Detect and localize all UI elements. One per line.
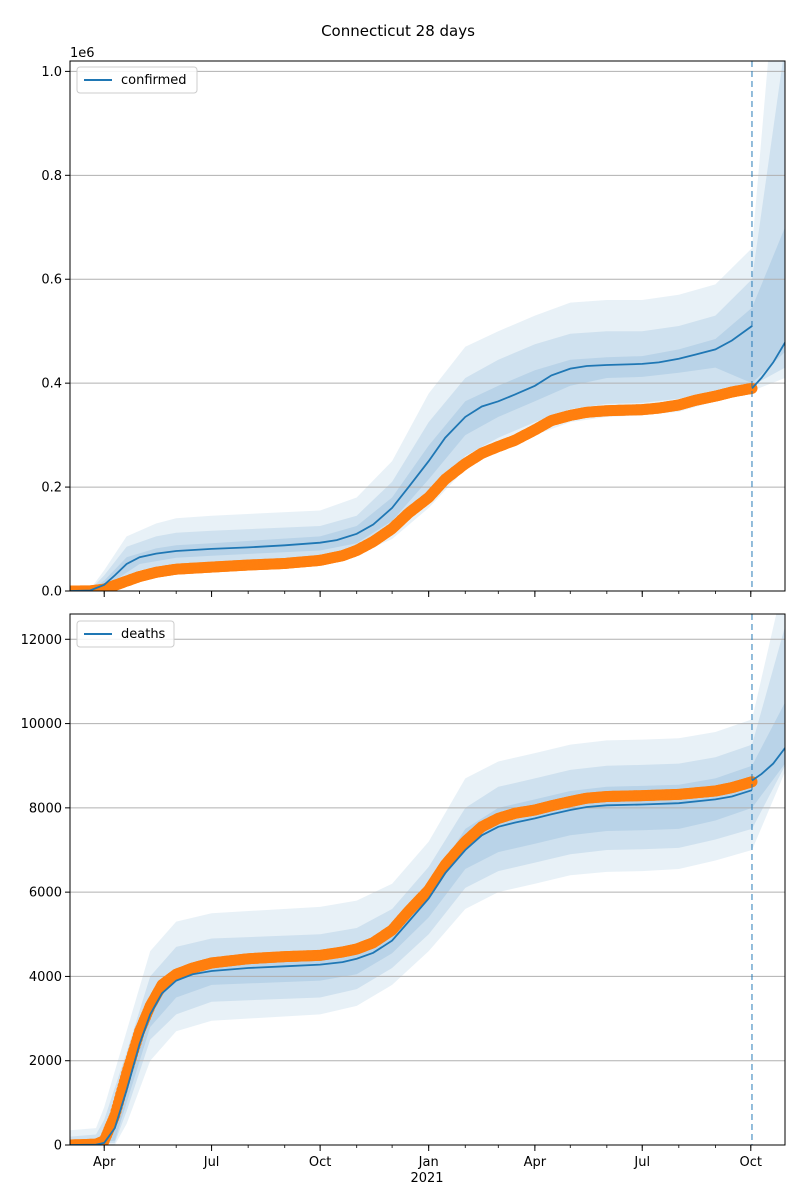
- confirmed-forecast-line: [751, 342, 785, 390]
- x-tick-label: Jul: [203, 1155, 220, 1170]
- x-tick-label: Oct: [740, 1155, 762, 1170]
- confirmed-y-offset-label: 1e6: [70, 46, 95, 61]
- deaths-y-tick-label: 4000: [29, 970, 62, 985]
- deaths-y-tick-label: 12000: [21, 633, 62, 648]
- confirmed-y-tick-label: 0.4: [41, 377, 62, 392]
- deaths-y-tick-label: 8000: [29, 801, 62, 816]
- deaths-forecast-line: [751, 747, 785, 782]
- deaths-axes: 0 2000 4000 6000 8000 10000 12000 Apr Jul Oct Jan A…: [21, 613, 786, 1170]
- confirmed-band-2: [70, 61, 785, 591]
- deaths-y-tick-label: 0: [54, 1139, 62, 1154]
- confirmed-panel: 0.0 0.2 0.4 0.6 0.8 1.0 1e6 confirmed: [41, 46, 786, 600]
- deaths-panel: 0 2000 4000 6000 8000 10000 12000 Apr Jul Oct Jan A…: [21, 613, 786, 1170]
- confirmed-fit-lines: [70, 325, 785, 591]
- chart-title: Connecticut 28 days: [321, 22, 475, 40]
- deaths-y-tick-label: 6000: [29, 886, 62, 901]
- x-tick-label: Apr: [93, 1155, 116, 1170]
- deaths-fit-lines: [70, 747, 785, 1145]
- confirmed-y-tick-label: 0.8: [41, 169, 62, 184]
- confirmed-fit-line: [70, 325, 753, 591]
- deaths-legend: deaths: [76, 620, 175, 648]
- confirmed-axes-frame: [69, 60, 786, 592]
- deaths-band-1: [70, 614, 785, 1145]
- deaths-band-3: [70, 702, 785, 1145]
- deaths-y-tick-label: 10000: [21, 717, 62, 732]
- confirmed-y-tick-label: 0.2: [41, 481, 62, 496]
- confirmed-observed-points: [70, 382, 758, 591]
- deaths-legend-label: deaths: [121, 627, 166, 642]
- x-tick-label: Jul: [633, 1155, 650, 1170]
- x-tick-label: Apr: [524, 1155, 547, 1170]
- confirmed-band-1: [70, 61, 785, 591]
- deaths-observed-points: [70, 776, 758, 1145]
- deaths-axes-frame: [69, 613, 786, 1146]
- confirmed-uncertainty-bands: [70, 61, 785, 591]
- confirmed-legend: confirmed: [76, 66, 198, 94]
- confirmed-band-3: [70, 227, 785, 591]
- confirmed-y-tick-label: 1.0: [41, 65, 62, 80]
- x-tick-label: Oct: [309, 1155, 331, 1170]
- confirmed-axes: 0.0 0.2 0.4 0.6 0.8 1.0: [41, 60, 786, 600]
- confirmed-legend-label: confirmed: [121, 73, 187, 88]
- confirmed-y-tick-label: 0.0: [41, 585, 62, 600]
- deaths-fit-line: [70, 789, 753, 1145]
- x-year-label: 2021: [410, 1171, 443, 1186]
- deaths-y-tick-label: 2000: [29, 1054, 62, 1069]
- confirmed-y-tick-label: 0.6: [41, 273, 62, 288]
- x-tick-label: Jan: [418, 1155, 439, 1170]
